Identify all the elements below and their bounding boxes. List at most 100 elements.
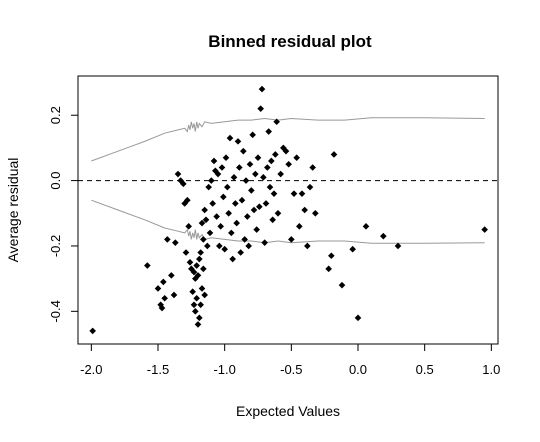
x-tick-label: 0.5 xyxy=(416,362,434,377)
data-point xyxy=(174,170,182,178)
data-point xyxy=(221,245,228,253)
x-axis: -2.0 -1.5 -1.0 -0.5 0.0 0.5 1.0 xyxy=(80,343,500,377)
data-point xyxy=(273,118,280,126)
data-point xyxy=(168,272,175,279)
data-point xyxy=(192,275,199,282)
data-point xyxy=(274,209,282,217)
data-point xyxy=(269,216,276,224)
y-tick-label: -0.4 xyxy=(48,300,63,322)
x-tick-label: 0.0 xyxy=(349,362,367,377)
data-point xyxy=(266,183,274,191)
data-point xyxy=(270,190,278,197)
y-tick-label: -0.2 xyxy=(48,235,63,257)
data-point xyxy=(185,223,192,230)
data-point xyxy=(245,242,252,250)
data-point xyxy=(201,291,208,299)
data-point xyxy=(232,200,239,207)
plot-frame xyxy=(77,75,499,345)
data-point xyxy=(210,157,218,165)
confidence-bands xyxy=(91,117,485,244)
data-point xyxy=(282,147,290,155)
data-point xyxy=(158,304,166,312)
data-point xyxy=(218,164,226,171)
data-point xyxy=(256,203,263,211)
data-point xyxy=(198,285,206,292)
data-point xyxy=(222,154,230,162)
data-point xyxy=(246,160,254,168)
data-point xyxy=(193,262,200,269)
data-point xyxy=(301,206,308,214)
data-point xyxy=(229,255,236,263)
data-point xyxy=(237,249,244,256)
data-point xyxy=(262,200,270,207)
data-point xyxy=(238,196,246,204)
data-point xyxy=(182,249,190,256)
data-point xyxy=(264,164,271,171)
data-point xyxy=(201,206,208,214)
data-point xyxy=(180,180,187,188)
data-point xyxy=(252,170,259,178)
data-point xyxy=(89,327,96,335)
data-point xyxy=(244,213,251,220)
y-tick-label: 0.0 xyxy=(48,172,63,190)
data-point xyxy=(160,278,167,286)
data-point xyxy=(330,151,338,158)
data-point xyxy=(349,245,356,253)
data-point xyxy=(161,294,168,302)
data-point xyxy=(220,193,227,201)
x-tick-label: -2.0 xyxy=(80,362,102,377)
data-point xyxy=(225,209,232,217)
data-point xyxy=(236,164,243,171)
data-point xyxy=(258,85,266,93)
data-point xyxy=(190,301,198,309)
data-point xyxy=(144,262,151,269)
data-point xyxy=(250,206,258,214)
data-point xyxy=(277,170,284,178)
data-point xyxy=(257,105,264,112)
data-point xyxy=(197,249,204,256)
data-point xyxy=(170,291,178,299)
data-point xyxy=(394,242,402,250)
data-point xyxy=(196,255,203,263)
data-point xyxy=(338,281,346,289)
data-point xyxy=(328,252,335,260)
data-point xyxy=(197,301,204,309)
data-point xyxy=(224,183,231,191)
data-point xyxy=(296,223,303,230)
x-tick-label: -1.0 xyxy=(213,362,235,377)
data-point xyxy=(206,229,214,237)
data-point xyxy=(249,131,256,139)
data-point xyxy=(248,187,255,194)
data-point xyxy=(200,265,207,273)
data-point xyxy=(233,219,240,227)
data-point xyxy=(312,209,319,217)
data-point xyxy=(172,239,179,246)
data-point xyxy=(228,229,235,237)
data-point xyxy=(241,236,248,243)
data-point xyxy=(362,223,370,230)
data-point xyxy=(202,216,210,224)
data-point xyxy=(261,239,268,246)
data-point xyxy=(285,160,292,168)
data-point xyxy=(196,314,203,322)
data-point xyxy=(298,190,306,197)
data-point xyxy=(208,177,215,184)
data-point xyxy=(325,265,332,273)
data-point xyxy=(309,164,316,171)
data-point xyxy=(164,236,171,243)
data-point xyxy=(205,183,212,191)
x-axis-label: Expected Values xyxy=(236,403,340,419)
data-point xyxy=(253,226,260,233)
data-point xyxy=(354,314,362,322)
data-point xyxy=(290,190,298,197)
data-point xyxy=(306,183,314,191)
y-axis-label: Average residual xyxy=(5,158,21,263)
data-point xyxy=(288,236,295,243)
data-point xyxy=(188,265,195,273)
data-point xyxy=(230,174,238,181)
y-axis: -0.4 -0.2 0.0 0.2 xyxy=(48,106,79,323)
data-point xyxy=(194,272,202,279)
data-point xyxy=(200,236,207,243)
data-point xyxy=(268,157,275,165)
